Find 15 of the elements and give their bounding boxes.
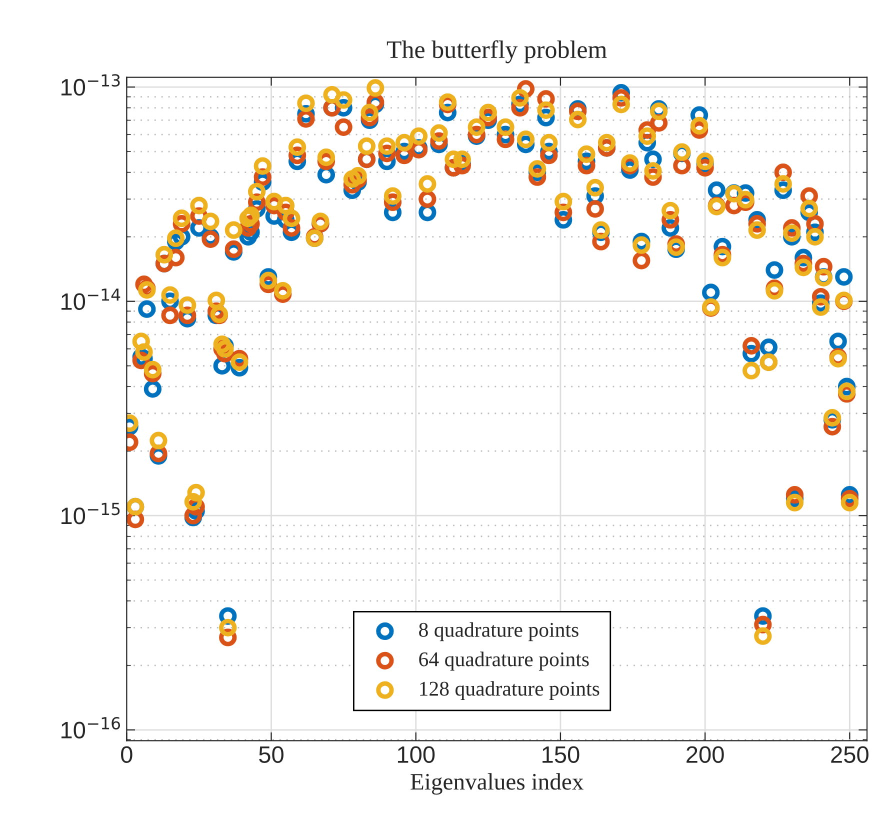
legend-label: 64 quadrature points <box>419 652 589 671</box>
y-tick-label: 10$^{−15}$ <box>62 502 120 524</box>
x-axis-title: Eigenvalues index <box>410 773 584 795</box>
y-tick-label: 10$^{−14}$ <box>62 288 120 310</box>
legend-label: 8 quadrature points <box>419 622 578 642</box>
x-tick-label: 50 <box>259 746 284 763</box>
x-tick-label: 200 <box>686 746 724 763</box>
x-tick-label: 250 <box>831 746 868 763</box>
legend-label: 128 quadrature points <box>420 681 600 700</box>
x-tick-label: 0 <box>121 746 132 763</box>
x-tick-label: 100 <box>398 746 435 763</box>
y-tick-label: 10$^{−16}$ <box>62 716 120 738</box>
chart-title: The butterfly problem <box>386 40 607 64</box>
y-tick-label: 10$^{−13}$ <box>62 74 120 96</box>
x-tick-label: 150 <box>542 746 580 763</box>
